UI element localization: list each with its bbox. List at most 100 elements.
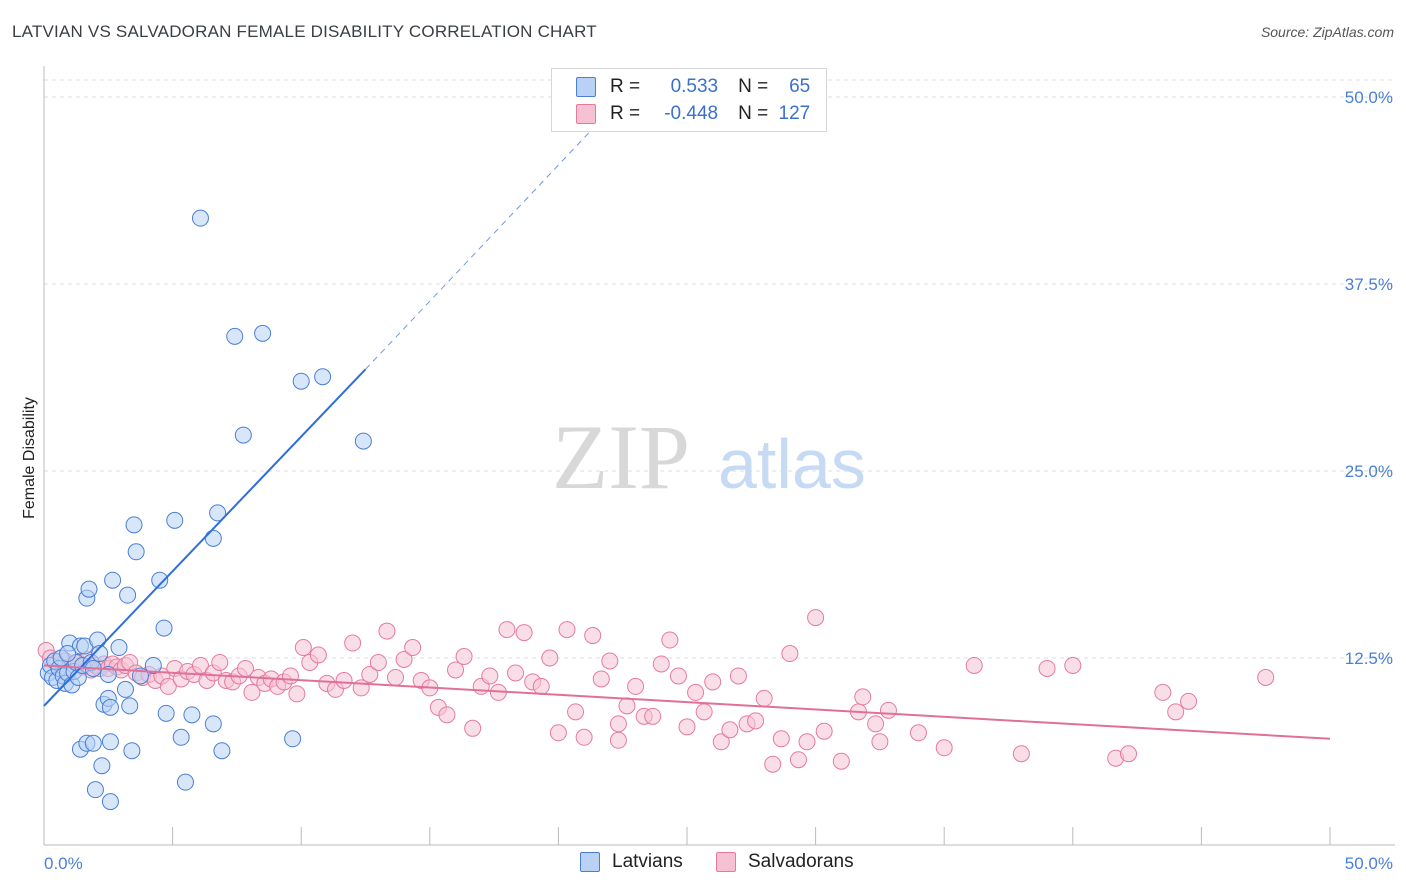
latvians-point [93, 757, 111, 775]
salvadorans-point [704, 673, 722, 691]
latvians-point [213, 742, 231, 760]
salvadorans-point [281, 667, 299, 685]
latvians-point [284, 730, 302, 748]
salvadorans-point [1257, 668, 1275, 686]
latvians-point [292, 372, 310, 390]
x-tick-label: 0.0% [44, 854, 83, 873]
salvadorans-point [369, 653, 387, 671]
salvadorans-point [712, 733, 730, 751]
salvadorans-point [532, 677, 550, 695]
salvadorans-point [807, 609, 825, 627]
legend-n-value: 127 [778, 103, 811, 124]
salvadorans-point [695, 703, 713, 721]
legend-r-value: -0.448 [664, 103, 719, 124]
grid-lines [44, 79, 1395, 659]
salvadorans-point [309, 646, 327, 664]
y-axis-label: Female Disability [21, 397, 38, 519]
salvadorans-point [687, 683, 705, 701]
latvians-point [101, 733, 119, 751]
salvadorans-point [404, 639, 422, 657]
latvians-point [101, 698, 119, 716]
latvians-point [183, 706, 201, 724]
salvadorans-point [1167, 703, 1185, 721]
correlation-legend: R = 0.533 N = 65 R = -0.448 N = 127 [551, 68, 827, 132]
salvadorans-point [721, 721, 739, 739]
series-legend: Latvians Salvadorans [0, 851, 1406, 877]
latvians-points [39, 209, 372, 811]
salvadorans-point [669, 667, 687, 685]
latvians-point [123, 742, 141, 760]
salvadorans-point [867, 715, 885, 733]
legend-r-value: 0.533 [670, 76, 719, 97]
y-tick-label: 37.5% [1345, 275, 1393, 294]
salvadorans-point [909, 724, 927, 742]
latvians-point [226, 327, 244, 345]
source-label: Source: ZipAtlas.com [1260, 24, 1394, 40]
salvadorans-trend-line [43, 664, 1331, 740]
legend-r-label: R = [610, 76, 641, 97]
salvadorans-point [243, 683, 261, 701]
latvians-point [121, 697, 139, 715]
tick-labels: 12.5% 25.0% 37.5% 50.0% 0.0% 50.0% [44, 88, 1393, 873]
salvadorans-point [764, 755, 782, 773]
salvadorans-point [661, 631, 679, 649]
salvadorans-point [361, 665, 379, 683]
legend-row-latvians: R = 0.533 N = 65 [576, 75, 810, 99]
legend-item-latvians: Latvians [580, 851, 683, 873]
latvians-point [80, 580, 98, 598]
legend-swatch-pink [576, 104, 596, 124]
salvadorans-point [1180, 692, 1198, 710]
salvadorans-point [515, 624, 533, 642]
chart-title: LATVIAN VS SALVADORAN FEMALE DISABILITY … [12, 22, 597, 41]
salvadorans-point [832, 752, 850, 770]
salvadorans-point [498, 621, 516, 639]
salvadorans-point [584, 627, 602, 645]
y-tick-label: 12.5% [1345, 649, 1393, 668]
salvadorans-point [549, 724, 567, 742]
salvadorans-point [567, 703, 585, 721]
salvadorans-point [159, 677, 177, 695]
salvadorans-point [395, 650, 413, 668]
latvians-point [314, 368, 332, 386]
latvians-point [86, 781, 104, 799]
salvadorans-point [609, 715, 627, 733]
salvadorans-point [294, 639, 312, 657]
salvadorans-point [438, 706, 456, 724]
salvadorans-point [747, 712, 765, 730]
salvadorans-point [627, 677, 645, 695]
salvadorans-point [729, 667, 747, 685]
salvadorans-point [575, 728, 593, 746]
salvadorans-point [652, 655, 670, 673]
salvadorans-point [618, 697, 636, 715]
legend-row-salvadorans: R = -0.448 N = 127 [576, 102, 810, 126]
latvians-point [191, 209, 209, 227]
salvadorans-point [387, 668, 405, 686]
latvians-point [104, 571, 122, 589]
latvians-trend-extension [365, 96, 624, 370]
salvadorans-point [1154, 683, 1172, 701]
salvadorans-point [592, 670, 610, 688]
salvadorans-point [447, 661, 465, 679]
latvians-swatch [580, 852, 600, 872]
salvadorans-point [798, 733, 816, 751]
trend-lines [43, 96, 1331, 740]
salvadorans-point [558, 621, 576, 639]
y-tick-label: 50.0% [1345, 88, 1393, 107]
latvians-point [119, 586, 137, 604]
salvadorans-point [455, 648, 473, 666]
salvadorans-point [772, 730, 790, 748]
latvians-label: Latvians [612, 851, 683, 872]
salvadorans-point [464, 719, 482, 737]
salvadorans-point [1120, 745, 1138, 763]
legend-n-label: N = [738, 76, 769, 97]
salvadorans-point [378, 622, 396, 640]
latvians-point [101, 793, 119, 811]
legend-n-value: 65 [789, 76, 811, 97]
axes [43, 66, 1395, 846]
salvadorans-point [344, 634, 362, 652]
salvadorans-point [879, 701, 897, 719]
watermark-atlas: atlas [718, 425, 866, 503]
salvadorans-point [1012, 745, 1030, 763]
latvians-point [157, 704, 175, 722]
